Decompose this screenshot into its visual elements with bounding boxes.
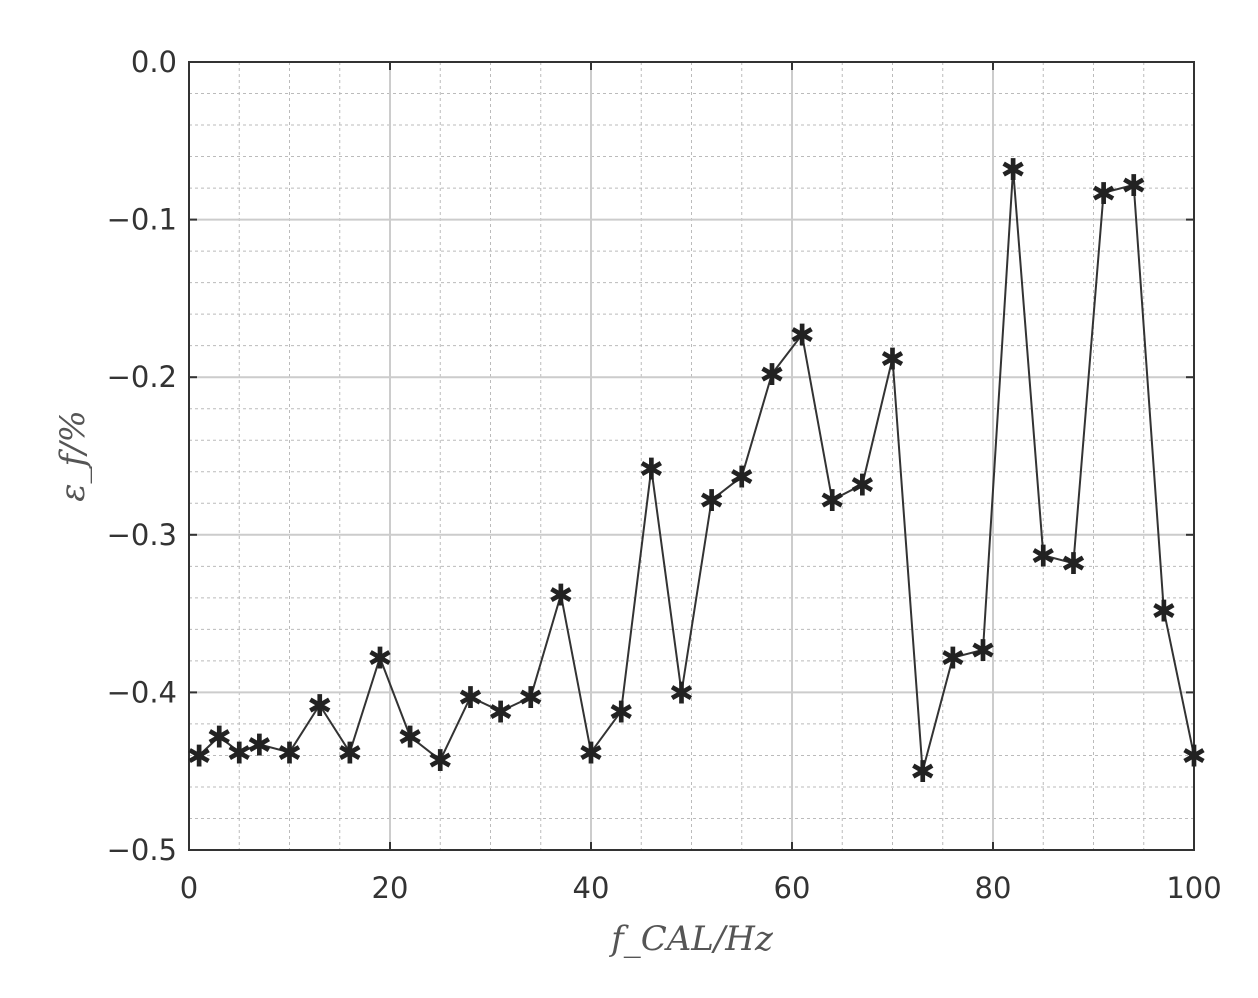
x-tick-label: 40 bbox=[573, 871, 610, 905]
data-point-marker: ✱ bbox=[458, 681, 483, 716]
y-axis-tick-labels: 0.0 −0.1 −0.2 −0.3 −0.4 −0.5 bbox=[107, 45, 177, 867]
data-point-marker: ✱ bbox=[518, 681, 543, 716]
y-tick-label: −0.1 bbox=[107, 203, 177, 237]
data-point-marker: ✱ bbox=[940, 642, 965, 677]
data-point-marker: ✱ bbox=[488, 695, 513, 730]
data-point-marker: ✱ bbox=[186, 739, 211, 774]
data-point-marker: ✱ bbox=[699, 484, 724, 519]
x-tick-label: 60 bbox=[774, 871, 811, 905]
x-tick-label: 20 bbox=[372, 871, 409, 905]
data-point-marker: ✱ bbox=[970, 634, 995, 669]
data-point-marker: ✱ bbox=[759, 358, 784, 393]
data-point-marker: ✱ bbox=[609, 695, 634, 730]
data-point-marker: ✱ bbox=[207, 721, 232, 756]
data-point-marker: ✱ bbox=[548, 579, 573, 614]
series-line bbox=[198, 169, 1195, 772]
data-point-marker: ✱ bbox=[1061, 547, 1086, 582]
x-tick-label: 100 bbox=[1166, 871, 1221, 905]
y-tick-label: −0.5 bbox=[107, 833, 177, 867]
y-tick-label: −0.2 bbox=[107, 360, 177, 394]
data-point-marker: ✱ bbox=[307, 689, 332, 724]
data-point-marker: ✱ bbox=[428, 744, 453, 779]
x-tick-label: 80 bbox=[975, 871, 1012, 905]
data-point-marker: ✱ bbox=[1091, 177, 1116, 212]
data-point-marker: ✱ bbox=[910, 755, 935, 790]
axis-ticks bbox=[188, 61, 1195, 851]
x-axis-label: f_CAL/Hz bbox=[608, 919, 774, 959]
data-point-marker: ✱ bbox=[1151, 594, 1176, 629]
series-markers: ✱✱✱✱ ✱✱✱✱✱✱✱ ✱ ✱✱✱✱✱✱✱✱✱✱✱ ✱✱✱✱ ✱✱✱ ✱✱ ✱✱✱ bbox=[186, 153, 1206, 790]
data-point-marker: ✱ bbox=[669, 676, 694, 711]
data-point-marker: ✱ bbox=[247, 728, 272, 763]
data-point-marker: ✱ bbox=[1001, 153, 1026, 188]
y-tick-label: 0.0 bbox=[131, 45, 177, 79]
major-grid bbox=[188, 61, 1195, 851]
data-point-marker: ✱ bbox=[729, 460, 754, 495]
plot-frame bbox=[188, 61, 1195, 851]
data-point-marker: ✱ bbox=[850, 468, 875, 503]
y-axis-label: ε_f/% bbox=[53, 410, 93, 502]
data-point-marker: ✱ bbox=[367, 642, 392, 677]
data-point-marker: ✱ bbox=[1031, 539, 1056, 574]
data-point-marker: ✱ bbox=[227, 736, 252, 771]
data-point-marker: ✱ bbox=[1181, 739, 1206, 774]
x-tick-label: 0 bbox=[180, 871, 198, 905]
data-point-marker: ✱ bbox=[277, 736, 302, 771]
data-point-marker: ✱ bbox=[578, 736, 603, 771]
x-axis-tick-labels: 0 20 40 60 80 100 bbox=[180, 871, 1222, 905]
data-point-marker: ✱ bbox=[639, 453, 664, 488]
data-point-marker: ✱ bbox=[789, 319, 814, 354]
y-tick-label: −0.4 bbox=[107, 675, 177, 709]
data-point-marker: ✱ bbox=[337, 736, 362, 771]
minor-grid bbox=[188, 61, 1195, 851]
data-point-marker: ✱ bbox=[880, 342, 905, 377]
data-point-marker: ✱ bbox=[398, 721, 423, 756]
y-tick-label: −0.3 bbox=[107, 518, 177, 552]
data-point-marker: ✱ bbox=[1121, 169, 1146, 204]
data-point-marker: ✱ bbox=[820, 484, 845, 519]
